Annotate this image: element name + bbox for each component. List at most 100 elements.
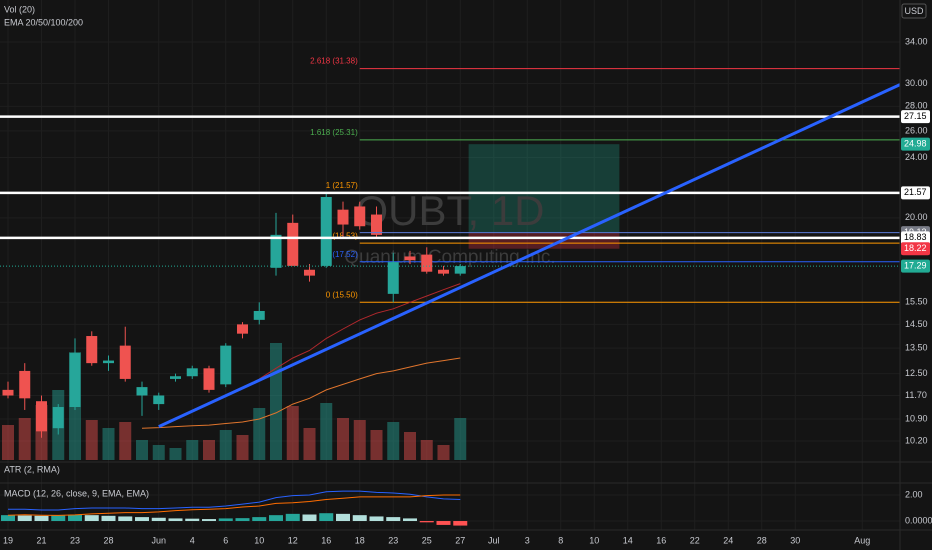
candle-body (320, 196, 332, 266)
legend-volume: Vol (20) (4, 4, 35, 14)
x-tick-label: Jun (151, 535, 166, 545)
x-tick-label: 12 (288, 535, 298, 545)
volume-bar (437, 445, 450, 460)
x-tick-label: 14 (623, 535, 633, 545)
volume-bar (353, 420, 366, 460)
volume-bar (186, 440, 199, 460)
currency: USD (904, 6, 924, 16)
trend-line (158, 83, 901, 429)
candle-body (354, 206, 366, 227)
y-tick-label: 13.50 (905, 342, 928, 352)
candle-body (387, 262, 399, 294)
x-tick-label: 23 (388, 535, 398, 545)
position-target (468, 144, 620, 233)
candle-body (69, 353, 81, 408)
x-tick-label: 28 (757, 535, 767, 545)
candle-body (203, 368, 215, 390)
candle-body (287, 222, 299, 266)
candle-body (52, 407, 64, 429)
price-tag (901, 231, 930, 245)
y-tick-label: 20.00 (905, 212, 928, 222)
x-tick-label: 10 (254, 535, 264, 545)
x-tick-label: 18 (355, 535, 365, 545)
candle-body (170, 376, 181, 379)
macd-histogram-bar (218, 518, 233, 522)
macd-histogram-bar (68, 514, 82, 522)
macd-tick-label: 0.0000 (905, 515, 932, 525)
mark-layer: 34.00 30.00 28.00 26.00 24.00 20.00 15.50 14.50… (0, 36, 932, 545)
volume-bar (404, 432, 416, 460)
fib-label: 0 (15.50) (326, 290, 358, 299)
currency-box[interactable] (901, 3, 927, 19)
candle-body (404, 256, 416, 261)
candle-body (454, 266, 466, 274)
volume-bar (85, 420, 98, 460)
macd-histogram-bar (386, 517, 401, 522)
macd-histogram-bar (403, 518, 417, 522)
macd-histogram-bar (436, 521, 451, 525)
macd-histogram-bar (84, 515, 99, 522)
candle-body (304, 269, 315, 276)
volume-bar (236, 435, 249, 460)
y-tick-label: 28.00 (905, 101, 928, 111)
x-tick-label: 30 (790, 535, 800, 545)
candle-body (119, 345, 131, 379)
volume-bar (320, 403, 333, 460)
volume-bar (387, 422, 400, 460)
candle-body (438, 269, 449, 274)
x-tick-label: 19 (3, 535, 13, 545)
volume-bar (286, 406, 299, 460)
macd-histogram-bar (101, 515, 116, 522)
price-tag-label: 24.98 (904, 139, 927, 149)
macd-histogram-bar (252, 517, 267, 522)
candle-body (421, 254, 433, 272)
price-tag-label: 18.22 (904, 243, 927, 253)
macd-histogram-bar (185, 518, 200, 522)
candle-body (220, 345, 232, 385)
macd-histogram-bar (118, 516, 133, 522)
candle-body (19, 370, 31, 399)
volume-bar (203, 440, 215, 460)
macd-histogram-bar (151, 517, 166, 522)
candle-body (371, 214, 382, 235)
plot-layer (2, 144, 620, 460)
candle-body (270, 234, 282, 268)
macd-histogram-bar (235, 518, 250, 522)
candle-body (186, 368, 198, 377)
y-tick-label: 30.00 (905, 78, 928, 88)
macd-histogram-bar (336, 513, 350, 522)
y-tick-label: 34.00 (905, 36, 928, 46)
volume-bar (152, 445, 165, 460)
fib-label: 2.618 (31.38) (310, 57, 358, 66)
ema-line (141, 357, 461, 429)
volume-bar (454, 418, 467, 460)
macd-histogram-bar (168, 518, 183, 522)
x-tick-label: 16 (321, 535, 331, 545)
volume-bar (136, 440, 148, 460)
x-tick-label: 3 (525, 535, 530, 545)
macd-label: MACD (12, 26, close, 9, EMA, EMA) (4, 488, 149, 498)
ema-line (259, 283, 461, 380)
fib-label: (17.52) (332, 250, 358, 259)
x-tick-label: 23 (70, 535, 80, 545)
price-tag-label: 27.15 (904, 111, 927, 121)
candle-body (136, 387, 148, 396)
x-tick-label: 16 (656, 535, 666, 545)
volume-bar (303, 428, 316, 460)
volume-bar (219, 430, 232, 460)
fib-label: (18.53) (332, 231, 358, 240)
macd-histogram-bar (17, 515, 32, 522)
macd-histogram-bar (453, 521, 468, 526)
macd-macd-line (8, 490, 461, 511)
macd-histogram-bar (202, 519, 216, 522)
x-tick-label: 8 (558, 535, 563, 545)
candle-body (36, 401, 47, 432)
candle-body (337, 209, 349, 225)
price-tag-label: 18.83 (904, 232, 927, 242)
price-tag (901, 242, 930, 256)
legend-ema: EMA 20/50/100/200 (4, 17, 83, 27)
x-tick-label: 10 (589, 535, 599, 545)
volume-bar (370, 430, 383, 460)
